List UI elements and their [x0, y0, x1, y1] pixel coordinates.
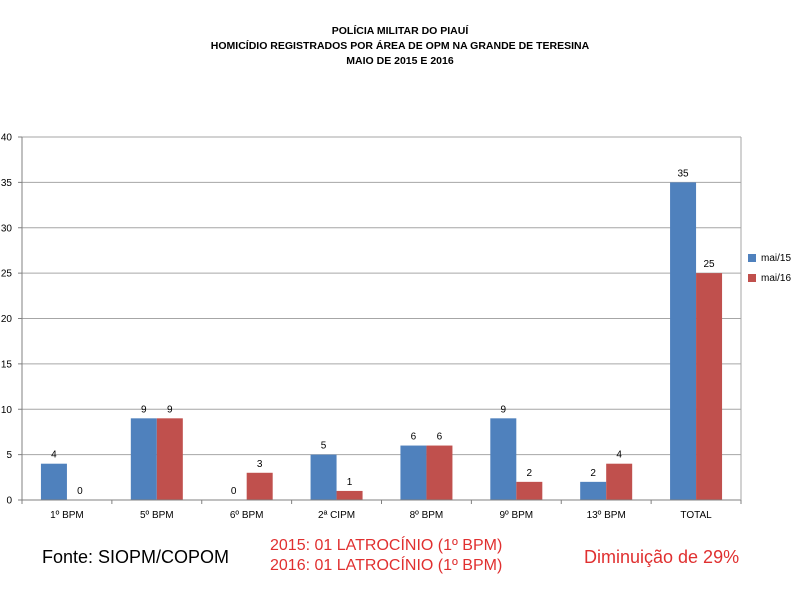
bar	[696, 273, 723, 500]
data-label: 6	[411, 432, 417, 443]
legend-swatch-mai15	[748, 254, 756, 262]
data-label: 4	[616, 450, 622, 461]
y-axis-ticks: 0 5 10 15 20 25 30 35 40	[1, 133, 22, 507]
data-label: 9	[141, 404, 147, 415]
note-2015: 2015: 01 LATROCÍNIO (1º BPM)	[270, 537, 503, 554]
x-axis-ticks: 1º BPM 5º BPM 6º BPM 2ª CIPM 8º BPM 9º BPM 13º…	[21, 500, 742, 521]
data-label: 5	[321, 441, 327, 452]
bar	[40, 463, 67, 500]
legend-swatch-mai16	[748, 274, 756, 282]
bar	[516, 481, 543, 500]
data-label: 9	[501, 404, 507, 415]
data-label: 0	[231, 486, 237, 497]
title-line-3: MAIO DE 2015 E 2016	[346, 55, 454, 67]
data-label: 3	[257, 459, 263, 470]
title-line-1: POLÍCIA MILITAR DO PIAUÍ	[331, 25, 469, 37]
bar	[156, 418, 183, 500]
source-text: Fonte: SIOPM/COPOM	[42, 547, 230, 567]
x-tick-label: 6º BPM	[230, 510, 264, 521]
y-tick-label: 25	[1, 269, 13, 280]
data-label: 2	[590, 468, 596, 479]
legend-item-mai15: mai/15	[748, 248, 791, 268]
y-tick-label: 10	[1, 405, 13, 416]
x-tick-label: 5º BPM	[140, 510, 174, 521]
bar	[246, 472, 273, 500]
data-label: 9	[167, 404, 173, 415]
bars	[40, 182, 723, 500]
note-2016: 2016: 01 LATROCÍNIO (1º BPM)	[270, 557, 503, 574]
bar	[336, 490, 363, 500]
y-tick-label: 40	[1, 133, 13, 144]
bar	[606, 463, 633, 500]
chart-legend: mai/15 mai/16	[748, 248, 791, 288]
bar	[670, 182, 697, 500]
latrocinio-notes: 2015: 01 LATROCÍNIO (1º BPM) 2016: 01 LA…	[270, 536, 502, 576]
decrease-text: Diminuição de 29%	[584, 547, 740, 567]
bar	[400, 445, 427, 500]
y-tick-label: 30	[1, 223, 13, 234]
bar	[426, 445, 453, 500]
title-line-2: HOMICÍDIO REGISTRADOS POR ÁREA DE OPM NA…	[210, 40, 590, 52]
bar	[130, 418, 157, 500]
legend-label-mai16: mai/16	[761, 272, 792, 284]
y-tick-label: 15	[1, 359, 13, 370]
axes	[21, 137, 742, 501]
legend-label-mai15: mai/15	[761, 252, 792, 264]
x-tick-label: 2ª CIPM	[318, 510, 355, 521]
data-label: 2	[527, 468, 533, 479]
bar	[310, 454, 337, 500]
bar	[580, 481, 607, 500]
x-tick-label: 8º BPM	[410, 510, 444, 521]
data-label: 6	[437, 432, 443, 443]
data-label: 4	[51, 450, 57, 461]
grid-lines	[22, 136, 741, 456]
x-tick-label: 9º BPM	[499, 510, 533, 521]
data-label: 0	[77, 486, 83, 497]
data-label: 25	[704, 259, 716, 270]
data-label: 35	[678, 168, 690, 179]
x-tick-label: 1º BPM	[50, 510, 84, 521]
x-tick-label: TOTAL	[680, 510, 712, 521]
chart-title: POLÍCIA MILITAR DO PIAUÍ HOMICÍDIO REGIS…	[0, 24, 800, 69]
y-tick-label: 35	[1, 178, 13, 189]
y-tick-label: 0	[6, 496, 12, 507]
data-label: 1	[347, 477, 353, 488]
y-tick-label: 20	[1, 314, 13, 325]
y-tick-label: 5	[6, 450, 12, 461]
bar	[490, 418, 517, 500]
legend-item-mai16: mai/16	[748, 268, 791, 288]
x-tick-label: 13º BPM	[587, 510, 626, 521]
